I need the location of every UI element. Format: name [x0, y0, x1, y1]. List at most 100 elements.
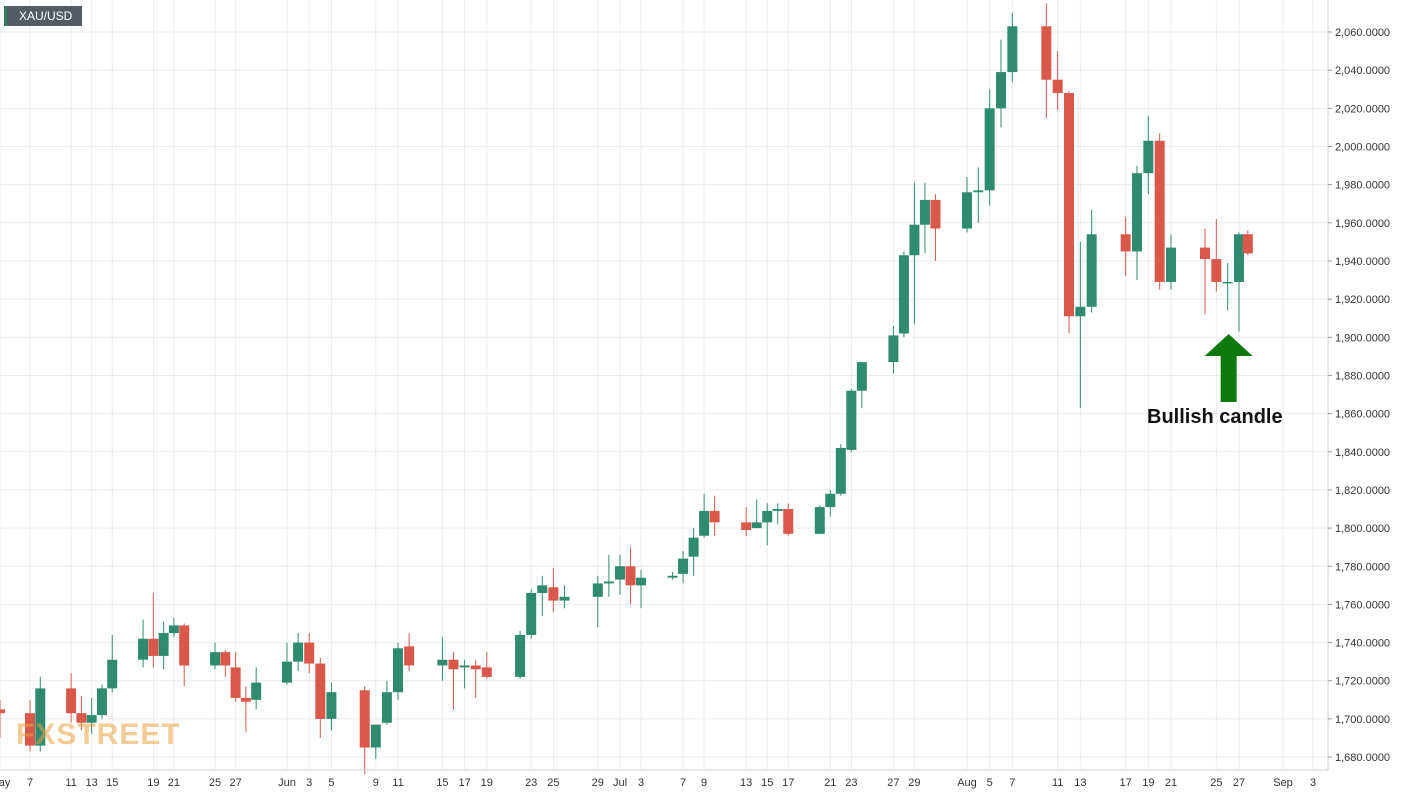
candle	[625, 547, 636, 605]
candle	[783, 503, 794, 536]
candle	[909, 182, 920, 324]
candle-body-up	[636, 577, 647, 586]
candle-body-up	[688, 537, 699, 557]
candle	[1007, 12, 1018, 82]
candle-body-down	[0, 709, 5, 714]
candle	[1242, 230, 1253, 256]
x-tick-label: 15	[436, 777, 448, 789]
candle-body-down	[481, 667, 492, 677]
candle-body-down	[220, 652, 231, 666]
candle	[293, 633, 304, 672]
candle-body-up	[984, 108, 995, 191]
candle-body-down	[1200, 247, 1210, 260]
candle-body-up	[326, 692, 337, 719]
x-tick-label: 11	[392, 777, 403, 789]
y-tick-label: 1,880.0000	[1335, 370, 1390, 382]
x-tick-label: Jun	[278, 777, 296, 789]
candle	[709, 495, 720, 536]
candle-body-up	[762, 510, 773, 523]
x-tick-label: 27	[229, 777, 241, 789]
x-tick-label: Aug	[957, 777, 977, 789]
y-tick-label: 1,820.0000	[1335, 485, 1390, 497]
candle	[515, 631, 526, 679]
x-tick-label: 13	[86, 777, 98, 789]
candle-body-up	[559, 596, 570, 601]
candle-body-up	[835, 447, 846, 494]
y-tick-label: 1,780.0000	[1335, 561, 1390, 573]
y-tick-label: 1,940.0000	[1335, 256, 1390, 268]
candle-body-down	[179, 625, 190, 666]
candle-body-up	[909, 224, 920, 256]
y-tick-label: 1,720.0000	[1335, 676, 1390, 688]
candle	[856, 362, 867, 408]
candle	[220, 650, 231, 677]
candle-body-up	[459, 665, 470, 668]
candle-body-up	[86, 715, 97, 723]
candle	[179, 623, 190, 687]
candle-body-up	[615, 566, 625, 580]
x-tick-label: 21	[168, 777, 180, 789]
candle	[1086, 209, 1097, 313]
candle	[1064, 91, 1074, 334]
candle-body-down	[1064, 93, 1074, 317]
candle-body-up	[814, 507, 825, 534]
candle	[526, 589, 537, 639]
x-tick-label: 25	[209, 777, 221, 789]
candle-body-up	[293, 642, 304, 662]
candle	[304, 633, 315, 674]
candle	[158, 621, 169, 670]
candle-body-up	[678, 558, 689, 574]
candle	[615, 554, 625, 595]
x-tick-label: 15	[761, 777, 773, 789]
candle	[393, 642, 403, 700]
candle	[1075, 241, 1086, 408]
candle-body-down	[304, 642, 315, 664]
grid-layer	[0, 0, 1328, 770]
candle	[326, 682, 337, 731]
x-tick-label: 5	[328, 777, 334, 789]
y-tick-label: 1,800.0000	[1335, 523, 1390, 535]
candle	[459, 659, 470, 689]
candle-body-down	[741, 522, 752, 531]
y-tick-label: 1,680.0000	[1335, 752, 1390, 764]
candle	[919, 182, 930, 254]
candle-body-up	[138, 638, 149, 660]
candle	[470, 659, 481, 698]
x-tick-label: Sep	[1273, 777, 1293, 789]
candle-body-up	[168, 625, 179, 634]
candle	[772, 503, 783, 525]
x-tick-label: 19	[1142, 777, 1154, 789]
x-tick-label: 5	[987, 777, 993, 789]
candle	[66, 673, 77, 723]
candle-body-down	[783, 509, 794, 534]
candle	[835, 444, 846, 496]
candle-body-down	[1242, 234, 1253, 254]
candle	[148, 592, 159, 668]
y-tick-label: 1,900.0000	[1335, 332, 1390, 344]
candle	[814, 505, 825, 534]
candle-body-down	[470, 665, 481, 670]
candle	[984, 89, 995, 206]
candle-body-up	[537, 585, 548, 593]
x-tick-label: 23	[845, 777, 857, 789]
x-tick-label: 29	[592, 777, 604, 789]
y-tick-label: 1,960.0000	[1335, 218, 1390, 230]
candle	[1132, 165, 1142, 281]
candle-body-up	[282, 661, 292, 683]
candle	[35, 676, 46, 752]
candle-body-up	[996, 72, 1006, 109]
candle	[138, 619, 149, 668]
candle-body-up	[603, 581, 614, 584]
candle	[762, 503, 773, 546]
x-tick-label: 11	[65, 777, 76, 789]
candle	[1200, 228, 1210, 315]
x-tick-label: 13	[1074, 777, 1086, 789]
candle-layer	[0, 3, 1253, 775]
candle-body-up	[210, 652, 221, 666]
x-tick-label: 3	[306, 777, 312, 789]
candle-body-down	[1154, 140, 1165, 282]
candle-body-down	[1120, 234, 1131, 252]
candle-body-up	[1007, 26, 1018, 73]
candle	[888, 325, 899, 374]
